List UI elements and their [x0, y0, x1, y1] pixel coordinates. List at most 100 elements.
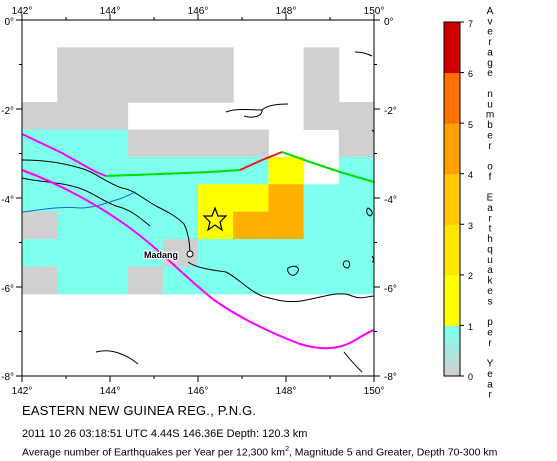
grid-cell: [198, 239, 234, 267]
scale-segment: [444, 161, 460, 168]
grid-cell: [338, 102, 375, 131]
grid-cell: [198, 129, 234, 158]
grid-cell: [57, 74, 93, 103]
grid-cell: [57, 47, 93, 76]
grid-cell: [127, 74, 164, 103]
grid-cell: [303, 266, 340, 295]
scale-title-letter: r: [488, 141, 492, 152]
grid-cell: [22, 102, 58, 131]
scale-title-letter: k: [488, 276, 494, 287]
scale-title-letter: a: [487, 379, 493, 390]
scale-label: 3: [468, 221, 473, 231]
scale-segment: [444, 300, 460, 307]
scale-title-letter: u: [487, 99, 493, 110]
lon-label: 148°: [276, 6, 297, 17]
scale-segment: [444, 255, 460, 263]
city-marker: [186, 250, 194, 258]
lat-label: -2°: [1, 106, 14, 117]
scale-title-letter: Y: [487, 359, 494, 370]
scale-label: 7: [468, 19, 473, 29]
scale-segment: [444, 116, 460, 124]
grid-cell: [127, 239, 164, 267]
grid-cell: [127, 156, 164, 185]
scale-label: 0: [468, 372, 473, 382]
event-line: 2011 10 26 03:18:51 UTC 4.44S 146.36E De…: [22, 428, 308, 440]
grid-cell: [92, 211, 129, 240]
scale-segment: [444, 142, 460, 149]
scale-segment: [444, 325, 460, 331]
scale-title-letter: r: [488, 213, 492, 224]
scale-segment: [444, 230, 460, 238]
plate-boundary-green-east: [281, 151, 375, 183]
color-scale-labels: 0 1 2 3 4 5 6 7: [468, 19, 473, 382]
grid-cell: [22, 211, 58, 240]
scale-segment: [444, 97, 460, 105]
scale-title-letter: g: [487, 58, 493, 69]
grid-cell: [22, 184, 58, 213]
scale-segment: [444, 335, 460, 342]
scale-title-letter: r: [488, 37, 492, 48]
scale-segment: [444, 360, 460, 367]
scale-segment: [444, 350, 460, 357]
scale-title-letter: s: [488, 296, 493, 307]
scale-title-letter: r: [488, 390, 492, 401]
scale-segment: [444, 287, 460, 295]
grid-cell: [127, 184, 164, 213]
scale-segment: [444, 243, 460, 251]
grid-cell: [57, 266, 93, 295]
lon-label: 150°: [364, 6, 385, 17]
grid-cell: [198, 184, 234, 213]
plate-boundary-magenta-south: [21, 169, 375, 350]
scale-title-letter: m: [486, 110, 494, 121]
scale-title-letter: o: [487, 162, 493, 173]
scale-title-letter: e: [487, 286, 493, 297]
scale-label: 4: [468, 170, 473, 180]
scale-title-letter: e: [487, 27, 493, 38]
scale-segment: [444, 224, 460, 232]
lon-label: 142°: [12, 6, 33, 17]
scale-segment: [444, 365, 460, 372]
grid-cell: [57, 211, 93, 240]
scale-segment: [444, 192, 460, 200]
grid-cell: [22, 239, 58, 267]
grid-cell: [92, 74, 129, 103]
scale-segment: [444, 355, 460, 362]
scale-segment: [444, 306, 460, 314]
scale-segment: [444, 110, 460, 118]
scale-title-letter: n: [487, 89, 493, 100]
scale-title-letter: v: [488, 16, 493, 27]
scale-segment: [444, 78, 460, 86]
scale-title-letter: a: [487, 47, 493, 58]
grid-cell: [162, 156, 199, 185]
lon-labels-top: 142° 144° 146° 148° 150°: [12, 6, 385, 17]
scale-segment: [444, 312, 460, 320]
scale-title-letter: A: [487, 6, 494, 17]
grid-cell: [338, 129, 375, 158]
grid-cell: [338, 184, 375, 213]
grid-cell: [268, 239, 305, 267]
grid-cell: [303, 102, 340, 131]
lat-label: -8°: [384, 372, 397, 383]
scale-segment: [444, 345, 460, 352]
lat-label: -4°: [384, 195, 397, 206]
grid-cell: [233, 129, 269, 158]
grid-cell: [162, 211, 199, 240]
grid-cell: [303, 184, 340, 213]
lon-label: 146°: [188, 6, 209, 17]
grid-cell: [92, 102, 129, 131]
coastlines: [21, 51, 375, 373]
scale-title-letter: e: [487, 327, 493, 338]
lat-label: -2°: [384, 106, 397, 117]
scale-segment: [444, 148, 460, 156]
scale-title-letter: e: [487, 68, 493, 79]
lon-label: 144°: [100, 386, 121, 397]
lat-labels-right: 0° -2° -4° -6° -8°: [384, 17, 397, 383]
region-title: EASTERN NEW GUINEA REG., P.N.G.: [22, 403, 257, 418]
scale-label: 1: [468, 322, 473, 332]
scale-label: 2: [468, 271, 473, 281]
grid-cell: [303, 239, 340, 267]
grid-cell: [162, 184, 199, 213]
epicenter-star-icon: [202, 206, 228, 232]
